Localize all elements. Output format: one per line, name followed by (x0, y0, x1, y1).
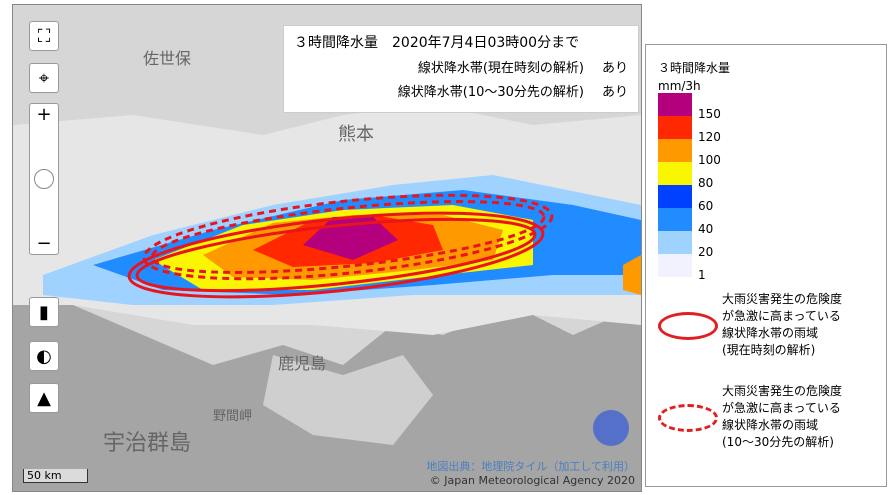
info-label: 線状降水帯(10～30分先の解析) (397, 85, 584, 100)
legend-level: 100 (698, 153, 721, 167)
legend-text: が急激に高まっている (722, 401, 841, 415)
zoom-control[interactable]: + − (29, 103, 59, 255)
legend-swatch (658, 139, 692, 162)
legend-swatch (658, 231, 692, 254)
legend-level: 40 (698, 222, 714, 236)
share-button[interactable] (593, 410, 629, 446)
legend-level: 150 (698, 107, 721, 121)
legend-swatch (658, 116, 692, 139)
legend-title: ３時間降水量 (658, 61, 731, 75)
info-box: ３時間降水量 2020年7月4日03時00分まで 線状降水帯(現在時刻の解析) あ… (283, 25, 639, 113)
info-row: 線状降水帯(現在時刻の解析) あり (294, 57, 628, 76)
attribution: 地図出典：地理院タイル（加工して利用） © Japan Meteorologic… (426, 458, 635, 487)
legend-swatch (658, 254, 692, 277)
place-label: 佐世保 (143, 49, 192, 68)
legend-swatch (658, 185, 692, 208)
scale-bar: 50 km (23, 469, 88, 483)
attribution-line: 地図出典：地理院タイル（加工して利用） (426, 460, 635, 473)
legend-text: (10～30分先の解析) (722, 435, 834, 449)
place-label: 野間岬 (213, 409, 253, 424)
legend-ellipse (658, 312, 718, 340)
rainband-ellipse (127, 211, 545, 299)
info-title: ３時間降水量 2020年7月4日03時00分まで (294, 35, 580, 51)
legend-swatch (658, 162, 692, 185)
legend-text: 線状降水帯の雨域 (722, 326, 819, 340)
info-value: あり (601, 85, 628, 100)
legend-level: 80 (698, 176, 714, 190)
legend-swatch (658, 208, 692, 231)
place-label: 宇治群島 (103, 431, 192, 456)
info-label: 線状降水帯(現在時刻の解析) (417, 61, 584, 76)
legend: ３時間降水量 mm/3h 150 120 100 80 60 40 20 1 大雨災害発生の危… (645, 44, 887, 487)
location-button[interactable]: ⌖ (29, 63, 59, 93)
legend-level: 1 (698, 268, 706, 282)
place-label: 鹿児島 (278, 354, 327, 373)
legend-level: 20 (698, 245, 714, 259)
place-label: 熊本 (338, 124, 374, 145)
rainband-ellipse (142, 193, 554, 281)
rain-button[interactable]: ◐ (29, 341, 59, 371)
legend-text: 大雨災害発生の危険度 (722, 384, 843, 398)
fullscreen-button[interactable]: ⛶ (29, 21, 59, 51)
map: 佐世保熊本鹿児島野間岬宇治群島 ３時間降水量 2020年7月4日03時00分まで… (12, 4, 642, 492)
legend-text: が急激に高まっている (722, 309, 841, 323)
rainband-ellipse (150, 200, 546, 274)
terrain-button[interactable]: ▲ (29, 383, 59, 413)
info-row: 線状降水帯(10～30分先の解析) あり (294, 81, 628, 100)
attribution-line: © Japan Meteorological Agency 2020 (429, 474, 635, 487)
legend-ellipse (658, 404, 718, 432)
legend-unit: mm/3h (658, 79, 701, 93)
legend-level: 120 (698, 130, 721, 144)
legend-level: 60 (698, 199, 714, 213)
info-value: あり (601, 61, 628, 76)
map-button[interactable]: ▮ (29, 297, 59, 327)
legend-swatch (658, 93, 692, 116)
legend-text: (現在時刻の解析) (722, 343, 816, 357)
legend-text: 大雨災害発生の危険度 (722, 292, 843, 306)
legend-text: 線状降水帯の雨域 (722, 418, 819, 432)
